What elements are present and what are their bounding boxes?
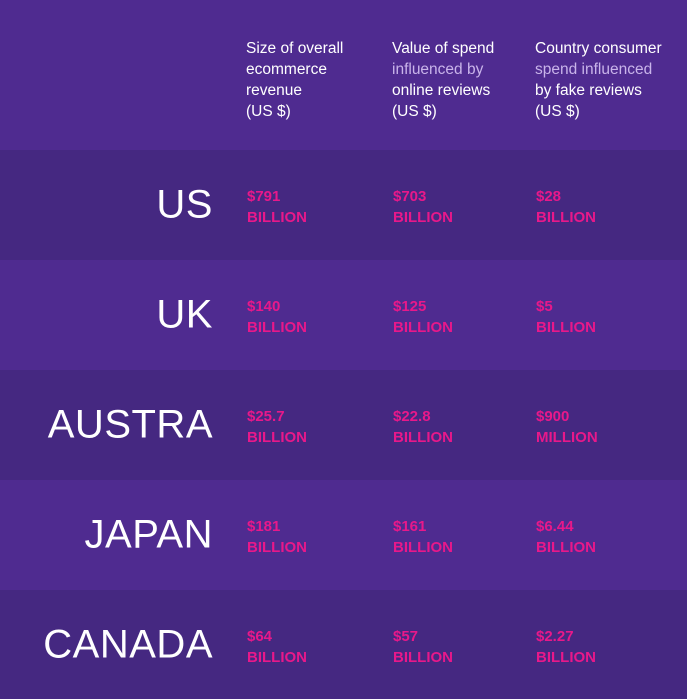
review-spend-value: $703 BILLION xyxy=(393,186,453,228)
column-header-review-influenced-spend: Value of spend influenced by online revi… xyxy=(392,38,532,122)
value-unit: BILLION xyxy=(247,649,307,666)
header-line: influenced by xyxy=(392,61,484,78)
value-unit: BILLION xyxy=(393,429,453,446)
value-amount: $181 xyxy=(247,518,281,535)
value-amount: $64 xyxy=(247,628,273,645)
ecommerce-revenue-value: $791 BILLION xyxy=(247,186,307,228)
fake-review-spend-value: $28 BILLION xyxy=(536,186,596,228)
table-row-us: US $791 BILLION $703 BILLION $28 BILLION xyxy=(0,150,687,260)
fake-review-spend-value: $6.44 BILLION xyxy=(536,516,596,558)
table-row-uk: UK $140 BILLION $125 BILLION $5 BILLION xyxy=(0,260,687,370)
value-unit: BILLION xyxy=(247,319,307,336)
value-unit: BILLION xyxy=(393,209,453,226)
value-amount: $125 xyxy=(393,298,427,315)
value-amount: $5 xyxy=(536,298,553,315)
country-label: US xyxy=(156,182,213,227)
value-amount: $57 xyxy=(393,628,419,645)
value-unit: BILLION xyxy=(393,319,453,336)
header-line: online reviews xyxy=(392,82,491,99)
value-amount: $28 xyxy=(536,188,562,205)
value-amount: $25.7 xyxy=(247,408,285,425)
value-amount: $140 xyxy=(247,298,281,315)
ecommerce-revenue-value: $25.7 BILLION xyxy=(247,406,307,448)
ecommerce-revenue-value: $64 BILLION xyxy=(247,626,307,668)
header-line: (US $) xyxy=(246,103,291,120)
column-header-ecommerce-revenue: Size of overall ecommerce revenue (US $) xyxy=(246,38,386,122)
review-spend-value: $161 BILLION xyxy=(393,516,453,558)
value-unit: BILLION xyxy=(247,209,307,226)
header-line: revenue xyxy=(246,82,303,99)
fake-review-spend-value: $900 MILLION xyxy=(536,406,598,448)
value-amount: $791 xyxy=(247,188,281,205)
review-spend-value: $22.8 BILLION xyxy=(393,406,453,448)
header-line: (US $) xyxy=(535,103,580,120)
value-amount: $161 xyxy=(393,518,427,535)
value-unit: BILLION xyxy=(393,649,453,666)
column-header-fake-review-spend: Country consumer spend influenced by fak… xyxy=(535,38,685,122)
value-unit: MILLION xyxy=(536,429,598,446)
country-label: JAPAN xyxy=(84,512,213,557)
table-header: Size of overall ecommerce revenue (US $)… xyxy=(0,0,687,150)
table-row-australia: AUSTRA $25.7 BILLION $22.8 BILLION $900 … xyxy=(0,370,687,480)
review-spend-value: $125 BILLION xyxy=(393,296,453,338)
header-line: by fake reviews xyxy=(535,82,642,99)
header-line: Size of overall xyxy=(246,40,344,57)
review-spend-value: $57 BILLION xyxy=(393,626,453,668)
header-line: ecommerce xyxy=(246,61,327,78)
value-amount: $900 xyxy=(536,408,570,425)
header-line: (US $) xyxy=(392,103,437,120)
fake-review-spend-value: $5 BILLION xyxy=(536,296,596,338)
table-row-canada: CANADA $64 BILLION $57 BILLION $2.27 BIL… xyxy=(0,590,687,699)
header-line: spend influenced xyxy=(535,61,653,78)
fake-review-spend-value: $2.27 BILLION xyxy=(536,626,596,668)
value-unit: BILLION xyxy=(536,539,596,556)
table-row-japan: JAPAN $181 BILLION $161 BILLION $6.44 BI… xyxy=(0,480,687,590)
value-unit: BILLION xyxy=(247,429,307,446)
ecommerce-revenue-value: $181 BILLION xyxy=(247,516,307,558)
value-amount: $2.27 xyxy=(536,628,574,645)
value-unit: BILLION xyxy=(247,539,307,556)
ecommerce-revenue-value: $140 BILLION xyxy=(247,296,307,338)
country-label: CANADA xyxy=(43,622,213,666)
value-amount: $6.44 xyxy=(536,518,574,535)
value-amount: $703 xyxy=(393,188,427,205)
country-label: UK xyxy=(156,292,213,337)
value-unit: BILLION xyxy=(393,539,453,556)
value-unit: BILLION xyxy=(536,649,596,666)
value-unit: BILLION xyxy=(536,319,596,336)
value-amount: $22.8 xyxy=(393,408,431,425)
header-line: Value of spend xyxy=(392,40,495,57)
header-line: Country consumer xyxy=(535,40,662,57)
value-unit: BILLION xyxy=(536,209,596,226)
country-label: AUSTRA xyxy=(47,402,213,447)
